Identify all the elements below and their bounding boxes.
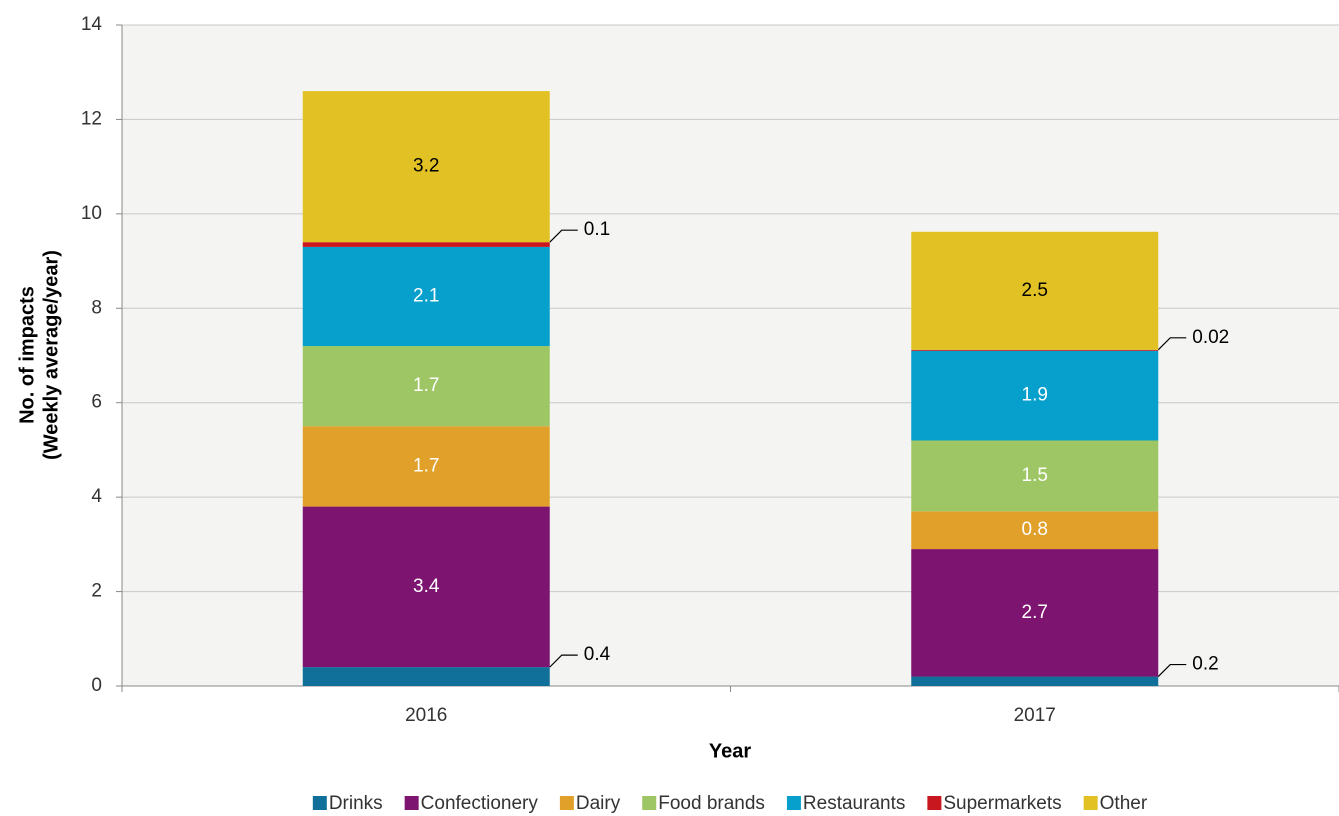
data-label: 0.1 xyxy=(584,219,610,240)
data-label: 2.7 xyxy=(1022,602,1048,623)
bar-segment xyxy=(911,549,1159,677)
legend-swatch xyxy=(786,796,801,810)
legend-swatch xyxy=(1083,796,1098,810)
bar-segment xyxy=(302,346,550,427)
data-label: 0.8 xyxy=(1022,519,1048,540)
y-tick-label: 14 xyxy=(81,14,103,35)
legend-swatch xyxy=(559,796,574,810)
legend-swatch xyxy=(404,796,419,810)
y-tick-label: 2 xyxy=(91,581,102,602)
legend-swatch xyxy=(642,796,657,810)
y-tick-label: 0 xyxy=(91,675,102,696)
leader-line xyxy=(1157,663,1187,677)
bar-segment xyxy=(302,91,550,243)
legend-label: Drinks xyxy=(329,793,383,814)
legend-label: Dairy xyxy=(576,793,621,814)
bar-segment xyxy=(911,349,1159,351)
leader-line xyxy=(549,229,578,243)
x-tick-label: 2017 xyxy=(1014,705,1056,726)
y-tick-label: 6 xyxy=(91,392,102,413)
data-label: 3.4 xyxy=(413,576,440,597)
bar-segment xyxy=(302,667,550,686)
y-tick-label: 12 xyxy=(81,108,102,129)
bar-segment xyxy=(911,440,1159,512)
data-label: 0.4 xyxy=(584,644,611,665)
y-tick-label: 10 xyxy=(81,203,102,224)
leader-line xyxy=(1157,337,1187,351)
y-axis-title: No. of impacts (Weekly average/year) xyxy=(16,250,62,460)
legend-label: Other xyxy=(1100,793,1148,814)
bar-segment xyxy=(302,246,550,347)
legend-label: Supermarkets xyxy=(943,793,1061,814)
legend-swatch xyxy=(927,796,942,810)
bar-segment xyxy=(911,231,1159,350)
data-label: 1.7 xyxy=(413,455,439,476)
data-label: 1.9 xyxy=(1022,385,1048,406)
leader-line xyxy=(549,654,578,668)
data-label: 2.1 xyxy=(413,285,439,306)
x-tick-label: 2016 xyxy=(405,705,447,726)
x-axis-title: Year xyxy=(709,740,751,762)
data-label: 0.2 xyxy=(1192,654,1218,675)
legend-swatch xyxy=(312,796,327,810)
data-label: 1.5 xyxy=(1022,465,1048,486)
data-label: 2.5 xyxy=(1022,280,1048,301)
data-label: 3.2 xyxy=(413,156,439,177)
bar-segment xyxy=(911,676,1159,686)
legend-label: Restaurants xyxy=(803,793,905,814)
y-tick-label: 8 xyxy=(91,297,102,318)
bar-segment xyxy=(911,350,1159,441)
data-label: 1.7 xyxy=(413,375,439,396)
legend-label: Confectionery xyxy=(421,793,539,814)
y-axis-title-line: No. of impacts xyxy=(16,286,38,424)
bar-segment xyxy=(302,242,550,247)
bar-segment xyxy=(911,511,1159,550)
y-axis-title-line: (Weekly average/year) xyxy=(40,250,62,460)
bar-segment xyxy=(302,506,550,668)
y-tick-label: 4 xyxy=(91,486,102,507)
data-label: 0.02 xyxy=(1192,327,1229,348)
bar-segment xyxy=(302,426,550,507)
legend-label: Food brands xyxy=(658,793,765,814)
